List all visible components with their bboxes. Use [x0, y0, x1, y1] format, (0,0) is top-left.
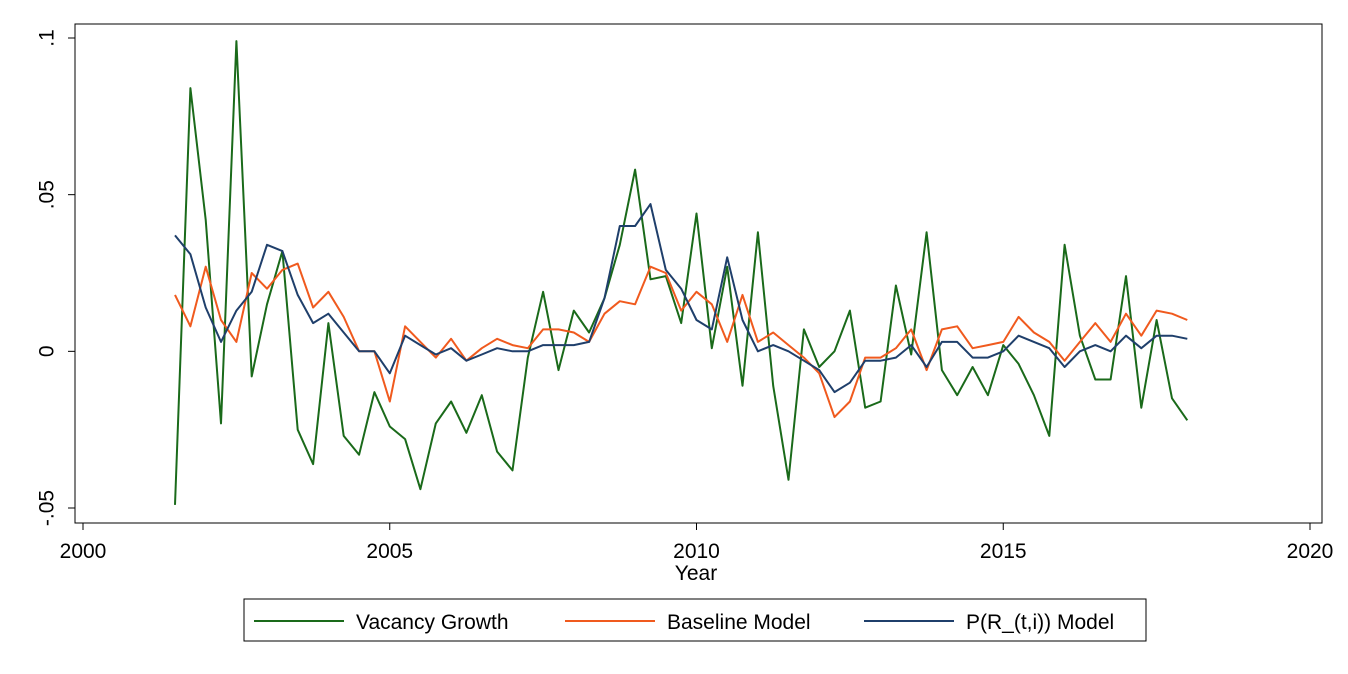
y-axis: -.05 0 .05 .1: [36, 29, 75, 526]
x-tick-label: 2020: [1287, 540, 1334, 563]
series-line-baseline-model: [174, 262, 1188, 419]
x-tick-label: 2005: [366, 540, 413, 563]
x-axis: 2000 2005 2010 2015 2020: [60, 523, 1334, 563]
series-lines: [174, 40, 1189, 505]
y-tick-label: .05: [36, 180, 59, 209]
legend-label: Vacancy Growth: [356, 611, 509, 634]
legend-label: Baseline Model: [667, 611, 811, 634]
legend-frame: [243, 598, 1147, 642]
series-line-vacancy-growth: [174, 40, 1189, 505]
x-tick-label: 2010: [673, 540, 720, 563]
y-tick-label: 0: [36, 345, 59, 357]
y-tick-label: .1: [36, 29, 59, 47]
plot-area-frame: [74, 23, 1323, 524]
legend: Vacancy Growth Baseline Model P(R_(t,i)) M…: [243, 598, 1147, 642]
x-axis-title: Year: [675, 562, 717, 585]
legend-label: P(R_(t,i)) Model: [966, 611, 1114, 634]
series-line-p-r-t-i-model: [174, 203, 1188, 394]
x-tick-label: 2000: [60, 540, 107, 563]
x-tick-label: 2015: [980, 540, 1027, 563]
y-tick-label: -.05: [36, 490, 59, 526]
